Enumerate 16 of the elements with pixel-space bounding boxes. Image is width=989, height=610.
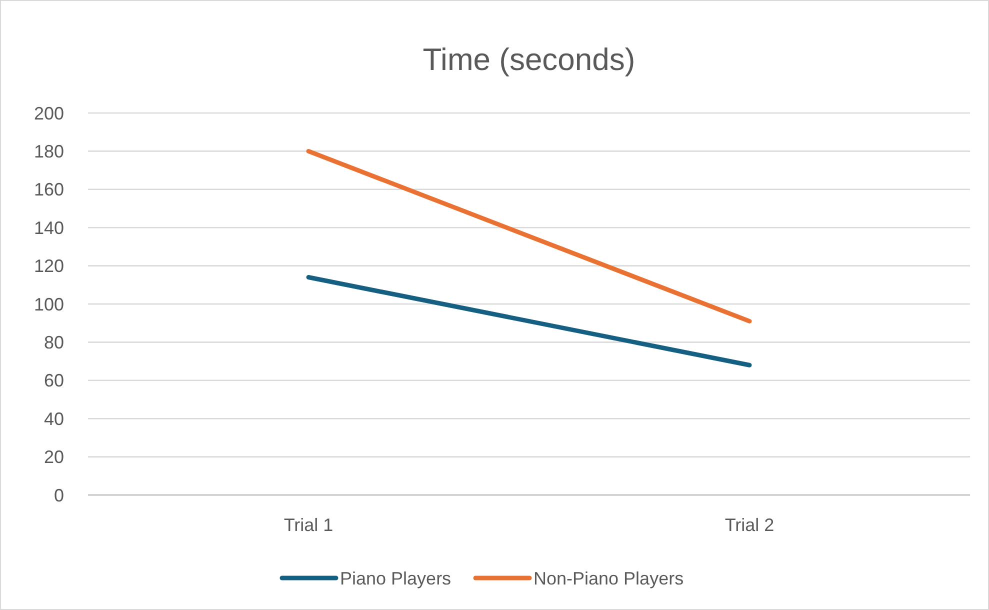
legend-label: Piano Players <box>340 568 452 588</box>
legend-label: Non-Piano Players <box>534 568 684 588</box>
y-tick-label: 0 <box>54 485 64 506</box>
y-tick-label: 60 <box>44 370 64 391</box>
y-tick-label: 160 <box>34 180 64 200</box>
y-tick-label: 120 <box>34 256 64 276</box>
y-tick-label: 100 <box>34 294 64 314</box>
y-tick-label: 40 <box>44 408 64 429</box>
y-tick-label: 200 <box>34 103 64 124</box>
chart-title: Time (seconds) <box>422 42 636 77</box>
x-tick-label: Trial 1 <box>284 515 334 535</box>
y-tick-label: 180 <box>34 142 64 162</box>
x-tick-label: Trial 2 <box>724 515 774 535</box>
y-tick-label: 80 <box>44 332 64 352</box>
y-tick-label: 20 <box>44 447 64 468</box>
y-tick-label: 140 <box>34 218 64 238</box>
